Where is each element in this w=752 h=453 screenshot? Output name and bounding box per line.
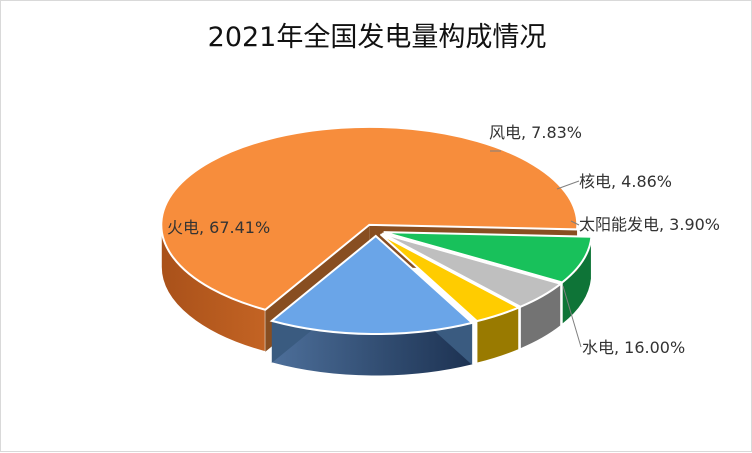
leader-line-太阳能发电 — [570, 220, 580, 226]
labels-layer: 火电, 67.41% 风电, 7.83% 核电, 4.86% 太阳能发电, 3.90%… — [167, 123, 720, 357]
pie-slice-火电 — [160, 125, 579, 311]
leader-line-水电 — [562, 285, 582, 348]
data-label-太阳能发电: 太阳能发电, 3.90% — [579, 215, 720, 234]
chart-title: 2021年全国发电量构成情况 — [207, 22, 547, 53]
pie-slice-风电 — [383, 231, 593, 284]
data-label-水电: 水电, 16.00% — [582, 338, 685, 357]
pie-slice-核电 — [381, 232, 563, 308]
pie-slice-水电 — [269, 234, 475, 335]
leader-line-核电 — [556, 180, 580, 190]
slices-layer — [160, 125, 593, 377]
data-label-火电: 火电, 67.41% — [167, 218, 270, 237]
data-label-风电: 风电, 7.83% — [489, 123, 582, 142]
data-label-核电: 核电, 4.86% — [579, 172, 672, 191]
pie-slice-太阳能发电 — [379, 233, 522, 323]
